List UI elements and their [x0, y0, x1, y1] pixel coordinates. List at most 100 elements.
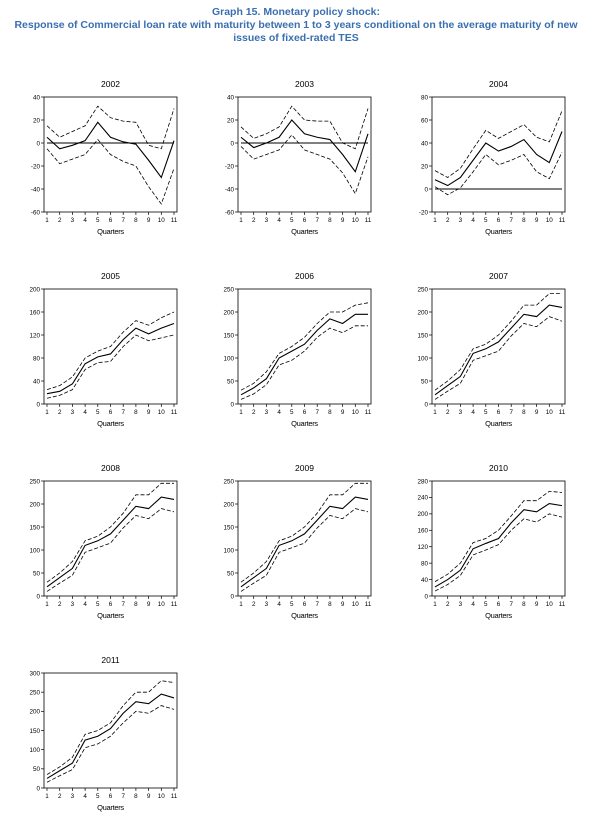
chart-title: 2005 — [101, 271, 120, 281]
x-tick-label: 7 — [121, 793, 125, 800]
y-tick-label: 150 — [29, 728, 40, 735]
y-tick-label: -20 — [225, 163, 235, 170]
y-tick-label: -60 — [31, 209, 41, 216]
y-tick-label: 250 — [29, 689, 40, 696]
x-tick-label: 11 — [559, 217, 566, 224]
x-tick-label: 9 — [147, 409, 151, 416]
x-tick-label: 1 — [239, 601, 243, 608]
response-line-0 — [240, 119, 369, 173]
x-tick-label: 5 — [96, 217, 100, 224]
x-tick-label: 9 — [535, 409, 539, 416]
x-tick-label: 8 — [522, 409, 526, 416]
y-tick-label: 0 — [36, 785, 40, 792]
x-tick-label: 7 — [121, 409, 125, 416]
chart-panel-2011: 2011 0 50 100 150 200 250 300 1 2 3 4 5 6 7 8 9 10 11 Quart… — [29, 655, 177, 812]
chart-title: 2010 — [489, 463, 508, 473]
confidence-band-line-2 — [46, 508, 175, 592]
x-tick-label: 8 — [522, 601, 526, 608]
x-tick-label: 5 — [484, 601, 488, 608]
y-tick-label: 0 — [230, 401, 234, 408]
chart-panel-2010: 2010 0 40 80 120 160 200 240 280 1 2 3 4 5 6 7 8 9 10 11 Qua… — [417, 463, 565, 620]
x-tick-label: 7 — [121, 601, 125, 608]
y-tick-label: 40 — [227, 94, 235, 101]
response-line-0 — [434, 503, 563, 588]
x-tick-label: 3 — [265, 409, 269, 416]
x-tick-label: 5 — [290, 601, 294, 608]
x-tick-label: 2 — [252, 217, 256, 224]
x-tick-label: 1 — [433, 601, 437, 608]
x-axis-label: Quarters — [97, 611, 124, 620]
x-tick-label: 2 — [58, 409, 62, 416]
y-tick-label: 200 — [417, 309, 428, 316]
x-tick-label: 10 — [546, 601, 554, 608]
confidence-band-line-2 — [434, 152, 563, 196]
y-tick-label: 200 — [29, 709, 40, 716]
x-tick-label: 2 — [446, 409, 450, 416]
chart-title: 2004 — [489, 79, 508, 89]
x-tick-label: 7 — [509, 217, 513, 224]
x-tick-label: 9 — [341, 601, 345, 608]
chart-panel-2003: 2003 -60 -40 -20 0 20 40 1 2 3 4 5 6 7 8 9 10 11 Quarters — [225, 79, 372, 236]
x-tick-label: 5 — [96, 793, 100, 800]
x-tick-label: 3 — [71, 217, 75, 224]
x-tick-label: 8 — [328, 409, 332, 416]
plot-frame — [431, 96, 566, 213]
x-tick-label: 8 — [134, 793, 138, 800]
x-axis-label: Quarters — [485, 419, 512, 428]
chart-panel-2006: 2006 0 50 100 150 200 250 1 2 3 4 5 6 7 8 9 10 11 Quarters — [223, 271, 371, 428]
x-tick-label: 4 — [277, 217, 281, 224]
x-tick-label: 6 — [109, 601, 113, 608]
x-tick-label: 6 — [109, 409, 113, 416]
y-tick-label: 50 — [227, 378, 235, 385]
x-tick-label: 11 — [171, 409, 178, 416]
x-tick-label: 4 — [83, 217, 87, 224]
x-tick-label: 7 — [121, 217, 125, 224]
x-tick-label: 4 — [471, 409, 475, 416]
x-tick-label: 3 — [459, 217, 463, 224]
x-tick-label: 11 — [171, 217, 178, 224]
x-tick-label: 10 — [158, 601, 166, 608]
y-tick-label: 280 — [417, 478, 428, 485]
x-tick-label: 8 — [328, 601, 332, 608]
y-tick-label: 40 — [421, 577, 429, 584]
y-tick-label: 0 — [424, 593, 428, 600]
chart-title: 2008 — [101, 463, 120, 473]
x-tick-label: 1 — [45, 409, 49, 416]
y-tick-label: 100 — [29, 547, 40, 554]
y-tick-label: 80 — [33, 355, 41, 362]
x-tick-label: 11 — [171, 601, 178, 608]
x-axis-label: Quarters — [97, 419, 124, 428]
x-tick-label: 10 — [158, 793, 166, 800]
y-tick-label: 200 — [223, 501, 234, 508]
confidence-band-line-1 — [46, 482, 174, 583]
confidence-band-line-1 — [434, 490, 563, 582]
x-tick-label: 2 — [446, 217, 450, 224]
y-tick-label: 100 — [223, 547, 234, 554]
x-tick-label: 10 — [352, 409, 360, 416]
x-tick-label: 10 — [158, 217, 166, 224]
x-tick-label: 3 — [71, 793, 75, 800]
y-tick-label: 160 — [417, 528, 428, 535]
y-tick-label: -60 — [225, 209, 235, 216]
x-tick-label: 10 — [352, 217, 360, 224]
y-tick-label: 300 — [29, 670, 40, 677]
x-tick-label: 5 — [484, 409, 488, 416]
x-tick-label: 6 — [497, 409, 501, 416]
chart-title: 2007 — [489, 271, 508, 281]
confidence-band-line-1 — [46, 105, 175, 150]
x-tick-label: 6 — [497, 217, 501, 224]
x-tick-label: 2 — [58, 217, 62, 224]
response-line-0 — [46, 121, 175, 179]
y-tick-label: 250 — [223, 286, 234, 293]
x-tick-label: 1 — [239, 409, 243, 416]
confidence-band-line-2 — [46, 138, 175, 205]
x-tick-label: 10 — [546, 217, 554, 224]
y-tick-label: 160 — [29, 309, 40, 316]
x-tick-label: 6 — [109, 217, 113, 224]
x-tick-label: 9 — [341, 409, 345, 416]
x-tick-label: 11 — [365, 217, 372, 224]
y-tick-label: 0 — [230, 140, 234, 147]
x-axis-label: Quarters — [291, 611, 318, 620]
x-tick-label: 3 — [459, 601, 463, 608]
x-tick-label: 6 — [497, 601, 501, 608]
